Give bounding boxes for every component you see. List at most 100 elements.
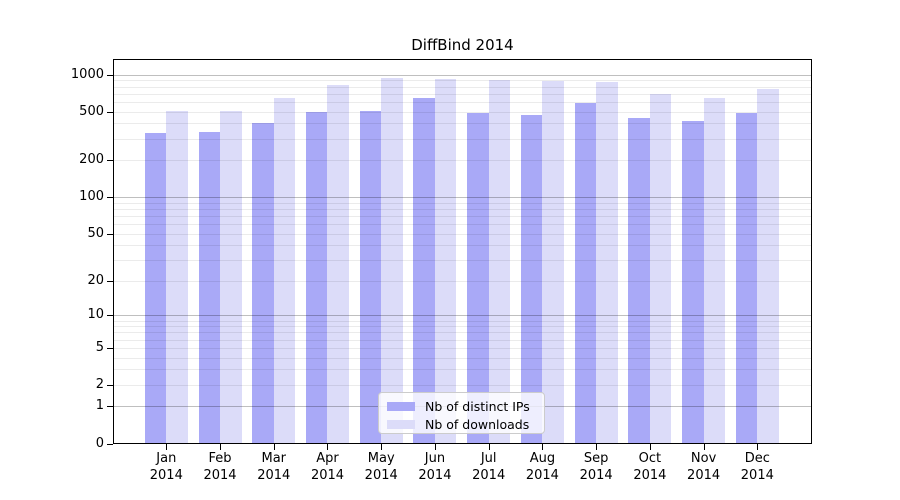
y-tick-mark-200 [107, 160, 113, 162]
minor-gridline-70 [113, 215, 812, 217]
bar-mar-ips [252, 122, 274, 444]
x-tick-mark-mar [273, 443, 275, 450]
x-tick-mark-dec [757, 443, 759, 450]
bar-aug-downloads [542, 80, 564, 444]
minor-gridline-80 [113, 208, 812, 210]
x-tick-mark-feb [220, 443, 222, 450]
x-tick-label-sep: Sep 2014 [579, 450, 613, 483]
legend-label-ips: Nb of distinct IPs [425, 398, 530, 414]
bar-dec-ips [735, 112, 758, 444]
minor-gridline-4 [113, 357, 812, 359]
minor-gridline-2 [113, 384, 812, 386]
x-tick-label-jan: Jan 2014 [149, 450, 183, 483]
bar-dec-downloads [757, 88, 779, 444]
minor-gridline-900 [113, 80, 812, 82]
y-tick-mark-5 [107, 347, 113, 349]
bar-jul-downloads [488, 79, 511, 444]
minor-gridline-6 [113, 339, 812, 341]
minor-gridline-200 [113, 160, 812, 162]
y-tick-label-50: 50 [87, 225, 104, 241]
y-tick-mark-0 [107, 443, 113, 445]
bar-aug-ips [520, 114, 543, 444]
bar-mar-downloads [273, 98, 296, 444]
bar-nov-downloads [703, 97, 726, 444]
minor-gridline-8 [113, 326, 812, 328]
y-tick-label-500: 500 [79, 103, 104, 119]
minor-gridline-500 [113, 111, 812, 113]
y-tick-label-200: 200 [79, 152, 104, 168]
x-tick-mark-aug [542, 443, 544, 450]
x-tick-mark-jun [434, 443, 436, 450]
minor-gridline-30 [113, 260, 812, 262]
y-tick-mark-100 [107, 197, 113, 199]
y-tick-mark-1000 [107, 74, 113, 76]
legend-swatch-ips [387, 401, 415, 411]
x-tick-mark-may [381, 443, 383, 450]
bar-feb-ips [198, 132, 221, 444]
y-tick-label-1: 1 [95, 398, 104, 414]
y-tick-label-2: 2 [95, 376, 104, 392]
y-tick-label-100: 100 [79, 189, 104, 205]
legend-swatch-downloads [387, 419, 415, 429]
x-tick-label-jun: Jun 2014 [418, 450, 452, 483]
x-tick-label-feb: Feb 2014 [203, 450, 237, 483]
bar-may-ips [359, 110, 382, 444]
bar-jun-downloads [434, 79, 457, 444]
y-tick-mark-500 [107, 111, 113, 113]
y-tick-label-0: 0 [95, 435, 104, 451]
legend-label-downloads: Nb of downloads [425, 416, 530, 432]
y-tick-mark-1 [107, 406, 113, 408]
x-tick-label-apr: Apr 2014 [310, 450, 345, 483]
bar-jul-ips [467, 112, 489, 444]
x-tick-mark-oct [649, 443, 651, 450]
minor-gridline-40 [113, 245, 812, 247]
bar-sep-ips [574, 103, 597, 444]
minor-gridline-800 [113, 86, 812, 88]
major-gridline-1000 [113, 74, 812, 76]
y-tick-mark-2 [107, 384, 113, 386]
major-gridline-100 [113, 197, 812, 199]
bar-oct-downloads [649, 94, 672, 444]
x-tick-label-mar: Mar 2014 [257, 450, 291, 483]
bar-jan-downloads [166, 110, 188, 444]
minor-gridline-600 [113, 101, 812, 103]
minor-gridline-300 [113, 138, 812, 140]
y-tick-label-20: 20 [87, 272, 104, 288]
minor-gridline-9 [113, 320, 812, 322]
minor-gridline-400 [113, 123, 812, 125]
bar-feb-downloads [220, 110, 242, 444]
plot-area [113, 59, 812, 444]
bar-apr-ips [305, 111, 328, 444]
y-tick-mark-50 [107, 233, 113, 235]
minor-gridline-20 [113, 280, 812, 282]
chart-title: DiffBind 2014 [411, 36, 514, 54]
bar-oct-ips [628, 118, 650, 444]
x-tick-mark-nov [703, 443, 705, 450]
bar-jun-ips [413, 97, 435, 444]
x-tick-mark-jan [166, 443, 168, 450]
minor-gridline-700 [113, 93, 812, 95]
y-tick-label-10: 10 [87, 307, 104, 323]
y-tick-label-5: 5 [95, 339, 104, 355]
x-tick-label-jul: Jul 2014 [472, 450, 506, 483]
bar-jan-ips [144, 132, 167, 444]
minor-gridline-60 [113, 224, 812, 225]
bar-apr-downloads [327, 84, 349, 444]
x-tick-label-dec: Dec 2014 [740, 450, 774, 483]
minor-gridline-5 [113, 347, 812, 349]
minor-gridline-7 [113, 332, 812, 334]
bar-nov-ips [682, 120, 704, 444]
x-tick-label-oct: Oct 2014 [633, 450, 667, 483]
x-tick-mark-jul [488, 443, 490, 450]
x-tick-mark-sep [596, 443, 598, 450]
legend: Nb of distinct IPs Nb of downloads [378, 392, 545, 434]
legend-row-downloads: Nb of downloads [387, 416, 544, 432]
x-tick-mark-apr [327, 443, 329, 450]
minor-gridline-50 [113, 233, 812, 235]
legend-row-ips: Nb of distinct IPs [387, 398, 544, 414]
x-tick-label-aug: Aug 2014 [525, 450, 559, 483]
bar-may-downloads [381, 77, 403, 444]
x-tick-label-may: May 2014 [364, 450, 398, 483]
x-tick-label-nov: Nov 2014 [687, 450, 721, 483]
